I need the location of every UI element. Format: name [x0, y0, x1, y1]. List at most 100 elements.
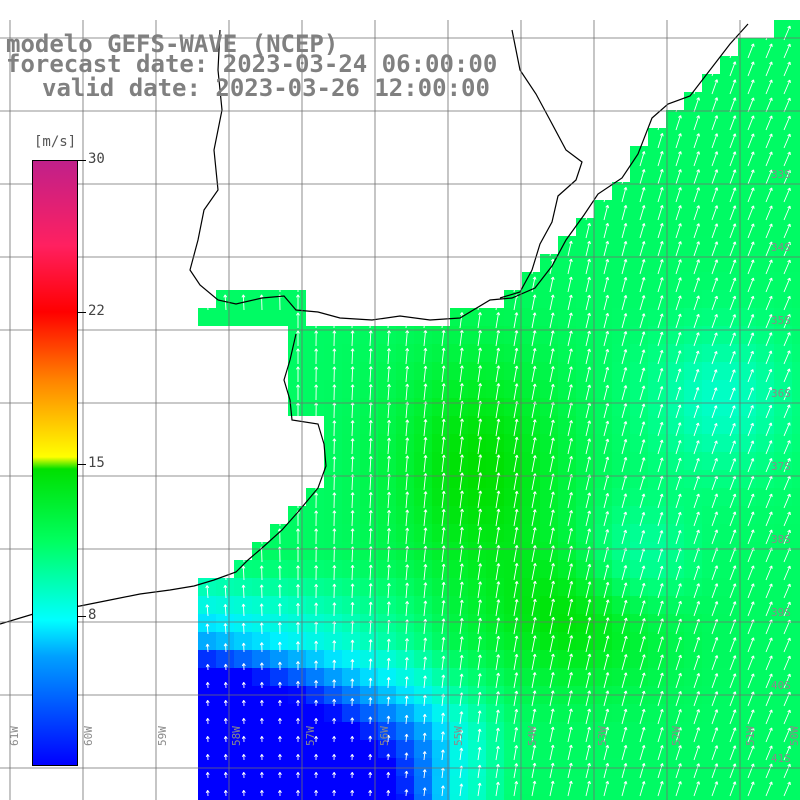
wind-speed-cell — [774, 470, 792, 488]
wind-arrow — [621, 258, 628, 275]
wind-speed-cell — [774, 434, 792, 452]
wind-speed-cell — [522, 362, 540, 380]
wind-arrow — [747, 79, 755, 95]
wind-speed-cell — [216, 668, 234, 686]
wind-arrow — [711, 169, 719, 185]
wind-arrow — [495, 526, 501, 545]
wind-speed-cell — [612, 488, 630, 506]
wind-arrow — [205, 585, 210, 599]
wind-arrow — [241, 753, 246, 761]
wind-speed-cell — [702, 344, 720, 362]
wind-arrow — [783, 368, 791, 383]
wind-arrow — [711, 745, 719, 761]
wind-arrow — [585, 312, 591, 329]
wind-arrow — [711, 763, 719, 779]
wind-speed-cell — [522, 776, 540, 794]
wind-speed-cell — [504, 758, 522, 776]
colorbar-label: 15 — [88, 455, 105, 471]
wind-arrow — [187, 699, 192, 707]
wind-arrow — [459, 436, 464, 455]
wind-arrow — [621, 438, 628, 455]
wind-arrow — [747, 115, 755, 131]
wind-arrow — [549, 598, 556, 617]
wind-speed-cell — [342, 542, 360, 560]
wind-arrow — [711, 655, 719, 671]
wind-arrow — [495, 454, 501, 473]
wind-speed-cell — [738, 380, 756, 398]
wind-arrow — [603, 529, 610, 545]
colorbar-label: 22 — [88, 303, 105, 319]
wind-arrow — [405, 527, 410, 545]
wind-arrow — [477, 673, 482, 689]
wind-speed-cell — [414, 470, 432, 488]
wind-speed-cell — [558, 758, 576, 776]
wind-speed-cell — [288, 740, 306, 758]
wind-speed-cell — [216, 650, 234, 668]
wind-arrow — [693, 691, 701, 707]
wind-speed-cell — [576, 380, 594, 398]
wind-speed-cell — [684, 218, 702, 236]
wind-arrow — [531, 708, 537, 725]
wind-speed-cell — [666, 272, 684, 290]
lat-label: 37S — [771, 460, 791, 473]
wind-arrow — [441, 454, 446, 473]
wind-arrow — [350, 717, 355, 725]
wind-arrow — [783, 169, 791, 185]
wind-arrow — [729, 115, 737, 131]
wind-speed-cell — [792, 596, 800, 614]
wind-arrow — [657, 331, 664, 347]
wind-arrow — [422, 713, 427, 725]
wind-speed-cell — [450, 326, 468, 344]
wind-speed-cell — [522, 434, 540, 452]
wind-arrow — [387, 419, 391, 437]
wind-speed-cell — [702, 470, 720, 488]
wind-arrow — [603, 438, 610, 455]
wind-speed-cell — [594, 452, 612, 470]
wind-speed-cell — [684, 758, 702, 776]
wind-speed-cell — [216, 776, 234, 794]
wind-speed-cell — [720, 416, 738, 434]
colorbar-label: 8 — [88, 607, 97, 623]
wind-arrow — [765, 350, 773, 365]
wind-speed-cell — [288, 308, 306, 326]
wind-speed-cell — [306, 758, 324, 776]
wind-arrow — [603, 780, 610, 797]
wind-speed-cell — [774, 650, 792, 668]
wind-speed-cell — [288, 380, 306, 398]
wind-arrow — [765, 727, 773, 743]
wind-arrow — [765, 259, 773, 275]
wind-arrow — [332, 583, 337, 599]
wind-speed-cell — [756, 632, 774, 650]
wind-speed-cell — [396, 758, 414, 776]
wind-arrow — [223, 294, 228, 311]
wind-speed-cell — [342, 524, 360, 542]
wind-speed-cell — [306, 380, 324, 398]
wind-speed-cell — [522, 794, 540, 800]
wind-arrow — [711, 151, 719, 167]
wind-speed-cell — [738, 146, 756, 164]
wind-speed-cell — [630, 452, 648, 470]
wind-arrow — [747, 601, 755, 617]
wind-speed-cell — [702, 560, 720, 578]
wind-arrow — [783, 259, 791, 275]
wind-speed-cell — [738, 164, 756, 182]
wind-arrow — [477, 383, 483, 401]
wind-speed-cell — [576, 632, 594, 650]
wind-speed-cell — [504, 560, 522, 578]
wind-speed-cell — [468, 344, 486, 362]
wind-arrow — [549, 383, 555, 401]
wind-speed-cell — [684, 560, 702, 578]
wind-arrow — [621, 294, 628, 311]
wind-speed-cell — [684, 182, 702, 200]
wind-speed-cell — [558, 704, 576, 722]
wind-arrow — [693, 654, 701, 671]
wind-speed-cell — [576, 218, 594, 236]
wind-arrow — [513, 347, 519, 365]
wind-speed-cell — [702, 416, 720, 434]
wind-arrow — [477, 691, 482, 707]
wind-speed-cell — [468, 776, 486, 794]
wind-arrow — [386, 657, 391, 671]
wind-speed-cell — [306, 794, 324, 800]
wind-arrow — [314, 348, 319, 365]
wind-speed-field — [198, 20, 800, 800]
